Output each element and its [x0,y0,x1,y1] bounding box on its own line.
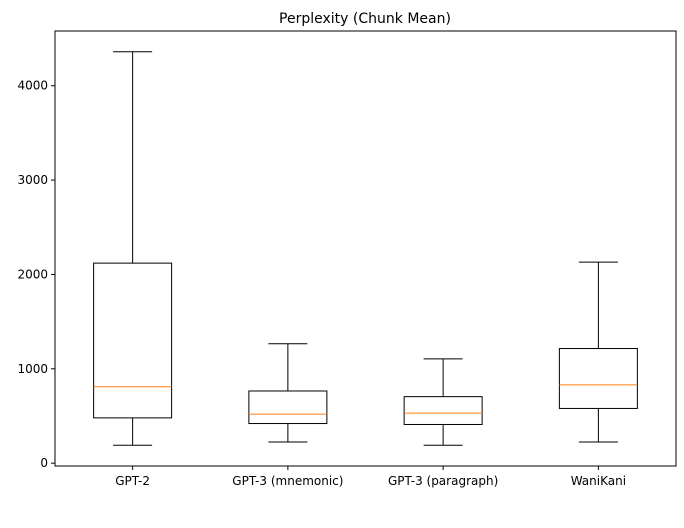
chart-title: Perplexity (Chunk Mean) [279,11,451,27]
box-4-iqr-box [558,348,638,409]
y-tick-label-1000: 1000 [17,362,48,376]
plot-area-frame [54,30,677,467]
y-tick-label-3000: 3000 [17,173,48,187]
box-2-iqr-box [248,390,328,425]
x-tick-label-4: WaniKani [571,474,626,488]
y-tick-label-4000: 4000 [17,79,48,93]
x-tick-label-2: GPT-3 (mnemonic) [232,474,343,488]
chart-marks: 0 1000 2000 3000 4000 GPT-2 GPT-3 (mnemonic) GP… [17,51,638,488]
x-tick-label-1: GPT-2 [115,474,150,488]
y-tick-label-2000: 2000 [17,267,48,281]
box-1-iqr-box [93,262,173,419]
box-3-iqr-box [403,396,483,425]
y-tick-label-0: 0 [40,456,48,470]
x-tick-label-3: GPT-3 (paragraph) [388,474,498,488]
